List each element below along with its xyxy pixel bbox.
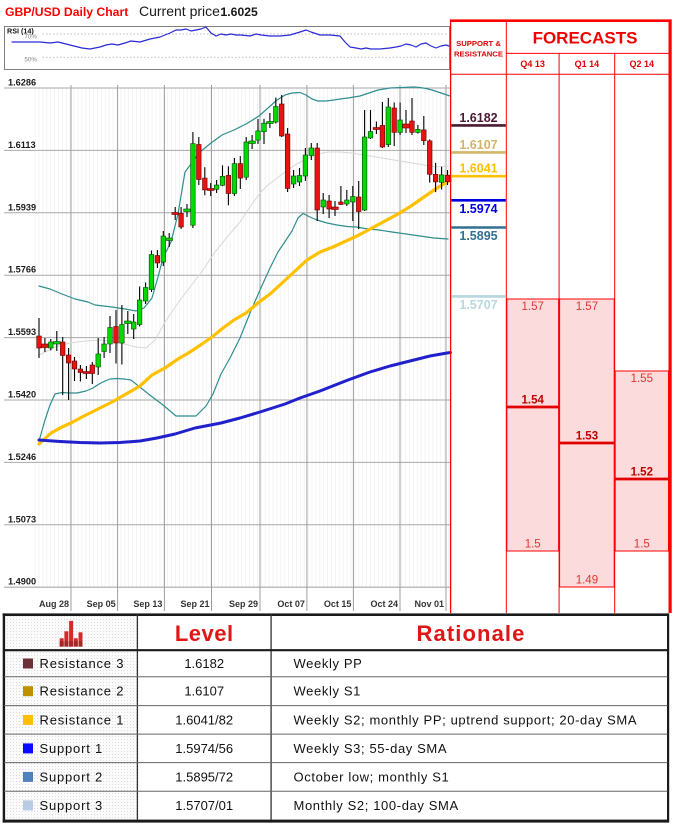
svg-text:Resistance 1: Resistance 1 [40,712,125,727]
svg-text:Q2 14: Q2 14 [630,59,655,69]
svg-text:1.57: 1.57 [576,301,598,313]
svg-text:Sep 05: Sep 05 [87,599,116,609]
svg-text:October low; monthly S1: October low; monthly S1 [294,769,450,784]
svg-text:GBP/USD Daily Chart: GBP/USD Daily Chart [5,5,128,19]
svg-text:1.6113: 1.6113 [8,140,36,150]
svg-text:Level: Level [175,621,234,646]
svg-text:Oct 24: Oct 24 [370,599,398,609]
svg-text:1.5707/01: 1.5707/01 [175,798,233,813]
svg-text:Q4 13: Q4 13 [520,59,545,69]
svg-text:1.6286: 1.6286 [8,78,36,88]
svg-text:1.6107: 1.6107 [184,684,224,699]
svg-text:FORECASTS: FORECASTS [533,29,638,48]
svg-text:1.6107: 1.6107 [459,138,497,152]
svg-text:Weekly S3; 55-day SMA: Weekly S3; 55-day SMA [294,741,448,756]
svg-text:1.5974/56: 1.5974/56 [175,741,233,756]
svg-text:1.5974: 1.5974 [459,202,497,216]
svg-text:RSI (14): RSI (14) [7,27,34,36]
svg-text:1.5766: 1.5766 [8,265,36,275]
svg-text:1.4900: 1.4900 [8,577,36,587]
svg-text:1.57: 1.57 [522,301,544,313]
svg-text:70%: 70% [24,34,37,41]
svg-text:1.49: 1.49 [576,575,598,587]
svg-text:Resistance 2: Resistance 2 [40,684,125,699]
svg-text:Weekly S2; monthly PP; uptrend: Weekly S2; monthly PP; uptrend support; … [294,712,638,727]
svg-text:1.6182: 1.6182 [184,656,224,671]
svg-text:Sep 13: Sep 13 [133,599,162,609]
svg-text:SUPPORT &: SUPPORT & [456,39,501,48]
svg-text:1.55: 1.55 [631,373,653,385]
svg-text:1.5939: 1.5939 [8,202,36,212]
svg-text:Monthly S2; 100-day SMA: Monthly S2; 100-day SMA [294,798,459,813]
svg-text:1.5420: 1.5420 [8,390,36,400]
svg-text:1.6182: 1.6182 [459,111,497,125]
svg-text:1.5895/72: 1.5895/72 [175,769,233,784]
svg-text:Support 1: Support 1 [40,741,104,756]
svg-text:Oct 15: Oct 15 [324,599,352,609]
svg-text:50%: 50% [24,57,37,64]
svg-text:1.5073: 1.5073 [8,514,36,524]
svg-text:1.53: 1.53 [576,431,598,443]
svg-text:1.5: 1.5 [634,539,650,551]
svg-text:Current price:: Current price: [139,3,224,19]
svg-text:Sep 29: Sep 29 [229,599,258,609]
svg-text:1.6041/82: 1.6041/82 [175,712,233,727]
svg-text:Weekly S1: Weekly S1 [294,684,361,699]
svg-text:Support 2: Support 2 [40,769,104,784]
svg-text:1.5: 1.5 [525,539,541,551]
svg-text:RESISTANCE: RESISTANCE [454,50,503,59]
svg-text:1.5895: 1.5895 [459,229,497,243]
svg-text:1.6025: 1.6025 [221,5,258,19]
svg-text:1.54: 1.54 [522,395,545,407]
svg-text:Nov 01: Nov 01 [414,599,444,609]
svg-text:Sep 21: Sep 21 [180,599,209,609]
svg-text:Q1 14: Q1 14 [575,59,600,69]
svg-text:Oct 07: Oct 07 [277,599,305,609]
svg-text:Resistance 3: Resistance 3 [40,656,125,671]
svg-text:Weekly PP: Weekly PP [294,656,363,671]
svg-text:1.52: 1.52 [631,467,653,479]
svg-text:1.5593: 1.5593 [8,327,36,337]
svg-text:1.6041: 1.6041 [459,162,497,176]
svg-text:Rationale: Rationale [417,621,526,646]
svg-text:Aug 28: Aug 28 [39,599,69,609]
svg-text:1.5707: 1.5707 [459,298,497,312]
svg-text:Support 3: Support 3 [40,798,104,813]
svg-text:1.5246: 1.5246 [8,452,36,462]
